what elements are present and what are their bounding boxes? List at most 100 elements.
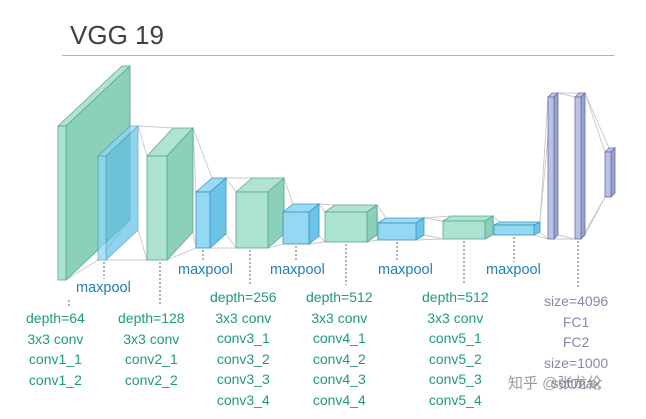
watermark: 知乎 @张龙伦 <box>508 375 603 392</box>
block5-layer-4: conv5_4 <box>428 391 482 408</box>
block4-layer-3: conv4_3 <box>312 371 366 387</box>
connector-8-3 <box>415 238 444 241</box>
pool3-layer <box>281 203 321 245</box>
pool2-layer <box>194 177 228 249</box>
conv2-block-front <box>146 155 168 261</box>
block5-layer-2: conv5_2 <box>428 350 482 367</box>
connector-2-1 <box>137 125 174 129</box>
block4-conv-type: 3x3 conv <box>311 309 368 326</box>
connector-4-4 <box>225 233 237 249</box>
diagram-title: VGG 19 <box>70 20 164 50</box>
fc2-layer-side <box>580 92 586 240</box>
block1-depth: depth=64 <box>26 310 85 326</box>
fc2-layer <box>574 92 586 240</box>
connector-11-4 <box>557 234 576 240</box>
connector-12-2 <box>584 92 606 153</box>
connector-7-3 <box>366 239 379 243</box>
connector-3-4 <box>192 231 197 249</box>
block3-depth: depth=256 <box>210 289 277 305</box>
conv3-block <box>234 177 286 249</box>
connector-2-4 <box>137 229 148 261</box>
block3-conv-type: 3x3 conv <box>215 309 272 326</box>
block4-layer-4: conv4_4 <box>312 391 366 408</box>
block4-labels: depth=512 3x3 conv conv4_1 conv4_2 conv4… <box>306 287 373 410</box>
fc1-label: FC1 <box>562 313 590 330</box>
pool1-layer-front <box>97 155 107 261</box>
conv5-block <box>441 215 495 240</box>
block1-conv-type: 3x3 conv <box>27 330 84 347</box>
block2-layer-2: conv2_2 <box>124 371 178 388</box>
softmax-layer-side <box>610 147 616 198</box>
maxpool-label-4: maxpool <box>378 262 433 278</box>
fc-size-4096: size=4096 <box>544 293 609 309</box>
block2-layer-1: conv2_1 <box>124 351 178 367</box>
block1-layer-1: conv1_1 <box>28 351 82 367</box>
connector-3-1 <box>192 127 213 179</box>
softmax-label: softmax <box>551 375 601 391</box>
connector-10-3 <box>533 234 549 240</box>
conv5-block-front <box>442 220 486 240</box>
conv4-block-front <box>324 211 368 243</box>
fc1-layer <box>547 92 559 240</box>
pool5-layer-top <box>493 221 541 226</box>
connector-3-3 <box>166 247 197 261</box>
connector-5-1 <box>283 177 294 205</box>
pool4-layer <box>376 217 426 241</box>
connector-8-4 <box>423 234 444 240</box>
block5-layer-3: conv5_3 <box>428 371 482 387</box>
fc2-label: FC2 <box>562 334 590 350</box>
block5-conv-type: 3x3 conv <box>427 309 484 326</box>
block2-depth: depth=128 <box>118 310 185 326</box>
pool1-layer <box>96 125 140 261</box>
connector-2-2 <box>137 125 148 157</box>
block3-layer-2: conv3_2 <box>216 350 270 367</box>
pool2-layer-front <box>195 191 211 249</box>
connector-8-2 <box>423 217 444 222</box>
connector-6-2 <box>318 203 326 213</box>
fc-labels: size=4096 FC1 FC2 size=1000 softmax <box>544 291 608 394</box>
connector-10-2 <box>539 96 549 223</box>
connector-1-3 <box>65 259 99 281</box>
connector-3-2 <box>192 127 197 193</box>
connector-6-3 <box>308 241 326 245</box>
conv4-block <box>323 204 379 243</box>
connector-12-1 <box>584 92 610 149</box>
block2-labels: depth=128 3x3 conv conv2_1 conv2_2 <box>118 308 185 390</box>
title-underline <box>62 55 614 56</box>
conv3-block-front <box>235 191 269 249</box>
conv2-block <box>146 126 194 262</box>
block4-depth: depth=512 <box>306 289 373 305</box>
softmax-layer-front <box>604 151 612 198</box>
block5-depth: depth=512 <box>422 289 489 305</box>
block2-conv-type: 3x3 conv <box>123 330 180 347</box>
connector-6-4 <box>318 235 326 243</box>
block3-layer-1: conv3_1 <box>216 330 270 346</box>
connector-4-2 <box>225 177 237 193</box>
maxpool-label-1: maxpool <box>76 280 131 296</box>
pool5-layer-front <box>493 224 535 236</box>
block1-labels: depth=64 3x3 conv conv1_1 conv1_2 <box>26 308 85 390</box>
block3-layer-4: conv3_4 <box>216 391 270 408</box>
connector-11-2 <box>557 92 576 98</box>
block3-labels: depth=256 3x3 conv conv3_1 conv3_2 conv3… <box>210 287 277 410</box>
block5-labels: depth=512 3x3 conv conv5_1 conv5_2 conv5… <box>422 287 489 410</box>
block5-layer-1: conv5_1 <box>428 330 482 346</box>
connector-10-4 <box>539 231 549 240</box>
fc2-layer-front <box>574 96 582 240</box>
fc-size-1000: size=1000 <box>544 354 609 371</box>
fc1-layer-side <box>553 92 559 240</box>
conv4-block-side <box>366 204 378 243</box>
pool5-layer <box>493 221 541 236</box>
maxpool-label-3: maxpool <box>270 262 325 278</box>
maxpool-label-5: maxpool <box>486 262 541 278</box>
connector-9-1 <box>492 215 501 223</box>
softmax-layer <box>604 147 616 198</box>
block4-layer-1: conv4_1 <box>312 330 366 346</box>
block4-layer-2: conv4_2 <box>312 350 366 367</box>
connector-8-1 <box>423 215 452 219</box>
conv1-block-front <box>57 125 67 281</box>
fc1-layer-front <box>547 96 555 240</box>
connector-6-1 <box>318 203 336 206</box>
